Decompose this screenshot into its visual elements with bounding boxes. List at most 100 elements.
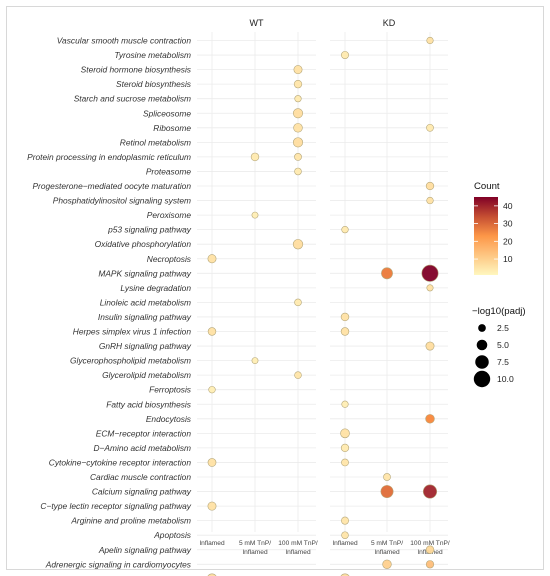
y-tick-label: Progesterone−mediated oocyte maturation	[32, 181, 191, 191]
y-tick-label: Phosphatidylinositol signaling system	[53, 196, 191, 206]
data-point	[426, 36, 434, 45]
y-tick-label: Lysine degradation	[120, 283, 191, 293]
size-legend-dot	[476, 339, 488, 351]
data-point	[381, 267, 393, 280]
data-point	[294, 298, 302, 307]
data-point	[382, 559, 392, 569]
y-tick-label: Steroid biosynthesis	[116, 79, 192, 89]
y-tick-label: Arginine and proline metabolism	[70, 516, 191, 526]
y-tick-label: Adipocytokine signaling pathway	[69, 574, 192, 576]
data-point	[340, 327, 350, 336]
y-tick-label: MAPK signaling pathway	[98, 268, 191, 278]
data-point	[292, 239, 304, 250]
data-point	[341, 458, 349, 467]
y-tick-label: Steroid hormone biosynthesis	[81, 65, 192, 75]
y-tick-label: Adrenergic signaling in cardiomyocytes	[45, 559, 192, 569]
data-point	[341, 51, 349, 60]
data-point	[421, 264, 439, 282]
data-point	[340, 573, 350, 576]
data-point	[425, 341, 435, 351]
x-tick-label: 5 mM TnP/Inflamed	[239, 540, 271, 556]
data-point	[207, 327, 217, 336]
y-tick-label: Ferroptosis	[149, 385, 192, 395]
y-tick-label: Oxidative phosphorylation	[95, 239, 192, 249]
data-point	[207, 458, 217, 467]
y-tick-label: Starch and sucrose metabolism	[74, 94, 191, 104]
data-point	[426, 284, 434, 292]
size-legend-label: 5.0	[497, 340, 509, 350]
data-point	[341, 400, 349, 408]
data-point	[340, 312, 350, 322]
data-point	[426, 196, 434, 205]
data-point	[293, 80, 303, 89]
data-point	[422, 484, 438, 499]
data-point	[293, 123, 303, 133]
data-point	[383, 473, 391, 481]
y-tick-label: Linoleic acid metabolism	[100, 297, 191, 307]
data-point	[426, 123, 434, 132]
data-point	[250, 152, 260, 162]
data-point	[340, 428, 350, 439]
x-tick-label: Inflamed	[199, 540, 225, 547]
y-tick-label: ECM−receptor interaction	[96, 428, 192, 438]
x-tick-label: Inflamed	[332, 540, 358, 547]
data-point	[251, 357, 259, 364]
data-point	[425, 414, 435, 424]
panel-strip-wt: WT	[250, 18, 264, 28]
size-legend-label: 2.5	[497, 323, 509, 333]
data-point	[425, 560, 435, 569]
y-tick-label: Ribosome	[153, 123, 191, 133]
color-bar-label: 40	[503, 201, 513, 211]
y-tick-label: p53 signaling pathway	[107, 225, 192, 235]
data-point	[380, 485, 394, 499]
data-point	[292, 108, 304, 119]
color-legend-title: Count	[474, 181, 500, 192]
y-tick-label: Tyrosine metabolism	[114, 50, 191, 60]
y-tick-label: Peroxisome	[147, 210, 192, 220]
y-tick-label: Endocytosis	[146, 414, 192, 424]
data-point	[294, 371, 302, 379]
color-bar-label: 20	[503, 236, 513, 246]
y-tick-label: Herpes simplex virus 1 infection	[73, 327, 192, 337]
size-legend-dot	[478, 324, 486, 332]
y-tick-label: Protein processing in endoplasmic reticu…	[27, 152, 191, 162]
data-point	[207, 254, 217, 264]
y-tick-label: Necroptosis	[147, 254, 192, 264]
y-tick-label: Cardiac muscle contraction	[90, 472, 191, 482]
data-point	[294, 153, 302, 161]
x-tick-label: 100 mM TnP/Inflamed	[278, 540, 318, 556]
color-bar	[474, 197, 498, 275]
panel-strip-kd: KD	[383, 18, 396, 28]
data-point	[208, 386, 216, 394]
size-legend-dot	[473, 370, 491, 388]
data-point	[340, 443, 350, 452]
data-point	[251, 211, 259, 219]
size-legend-dot	[475, 355, 489, 369]
size-legend-label: 7.5	[497, 357, 509, 367]
y-tick-label: Insulin signaling pathway	[98, 312, 192, 322]
data-point	[425, 181, 435, 191]
data-point	[207, 573, 217, 576]
y-tick-label: Proteasome	[146, 166, 191, 176]
data-point	[294, 167, 302, 176]
data-point	[293, 65, 303, 75]
y-tick-label: GnRH signaling pathway	[99, 341, 192, 351]
data-point	[292, 137, 304, 148]
y-tick-label: Vascular smooth muscle contraction	[57, 36, 192, 46]
data-point	[341, 516, 349, 525]
y-tick-label: C−type lectin receptor signaling pathway	[40, 501, 191, 511]
x-tick-label: 5 mM TnP/Inflamed	[371, 540, 403, 556]
y-tick-label: Fatty acid biosynthesis	[106, 399, 192, 409]
color-bar-label: 30	[503, 219, 513, 229]
y-tick-label: Glycerophospholipid metabolism	[70, 356, 191, 366]
y-tick-label: Apelin signaling pathway	[98, 545, 192, 555]
color-bar-label: 10	[503, 254, 513, 264]
y-tick-label: Spliceosome	[143, 108, 191, 118]
data-point	[294, 95, 302, 103]
size-legend-label: 10.0	[497, 374, 514, 384]
data-point	[341, 531, 349, 539]
y-tick-label: Calcium signaling pathway	[92, 487, 192, 497]
y-tick-label: Glycerolipid metabolism	[102, 370, 191, 380]
size-legend-title: −log10(padj)	[472, 306, 526, 317]
